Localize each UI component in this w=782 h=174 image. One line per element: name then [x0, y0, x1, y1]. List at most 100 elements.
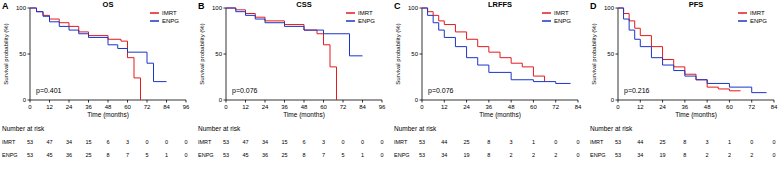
- y-tick-label: 100: [16, 5, 27, 11]
- risk-count: 0: [380, 139, 383, 145]
- risk-count: 47: [46, 139, 52, 145]
- x-tick-label: 60: [320, 104, 327, 110]
- x-tick-label: 0: [420, 104, 424, 110]
- risk-count: 34: [262, 139, 268, 145]
- p-value: p=0.216: [624, 87, 650, 95]
- title: OS: [103, 0, 114, 9]
- y-label: Survival probability (%): [591, 23, 597, 84]
- risk-title: Number at risk: [198, 125, 241, 132]
- risk-row-name: IMRT: [198, 139, 212, 145]
- x-tick-label: 0: [616, 104, 620, 110]
- x-tick-label: 24: [659, 104, 666, 110]
- x-tick-label: 24: [463, 104, 470, 110]
- risk-count: 19: [660, 152, 666, 158]
- y-label: Survival probability (%): [395, 23, 401, 84]
- x-tick-label: 12: [242, 104, 249, 110]
- legend-swatch: [738, 12, 747, 14]
- x-tick: [640, 100, 641, 103]
- x-tick: [284, 100, 285, 103]
- risk-count: 8: [487, 152, 490, 158]
- legend-label: IMRT: [750, 10, 765, 16]
- y-tick: [616, 54, 619, 55]
- x-tick-label: 0: [224, 104, 228, 110]
- x-tick: [751, 100, 752, 103]
- x-tick-label: 84: [359, 104, 366, 110]
- y-tick-label: 50: [411, 51, 418, 57]
- x-tick: [49, 100, 50, 103]
- risk-count: 3: [706, 139, 709, 145]
- legend-label: ENPG: [554, 18, 571, 24]
- x-label: Time (months): [283, 111, 325, 119]
- x-tick: [88, 100, 89, 103]
- legend-swatch: [542, 20, 551, 22]
- risk-count: 2: [750, 152, 753, 158]
- y-tick: [28, 54, 31, 55]
- x-tick: [343, 100, 344, 103]
- x-tick: [147, 100, 148, 103]
- legend-label: IMRT: [554, 10, 569, 16]
- panel: AOSSurvival probability (%)Time (months)…: [2, 0, 190, 158]
- survival-curve: [30, 8, 167, 82]
- x-tick-label: 36: [486, 104, 493, 110]
- x-tick-label: 24: [262, 104, 269, 110]
- x-tick-label: 48: [508, 104, 515, 110]
- legend-label: IMRT: [162, 10, 177, 16]
- x-tick: [511, 100, 512, 103]
- risk-count: 2: [706, 152, 709, 158]
- x-tick-label: 24: [66, 104, 73, 110]
- x-tick: [323, 100, 324, 103]
- x-tick-label: 12: [46, 104, 53, 110]
- risk-row-name: ENPG: [590, 152, 606, 158]
- y-tick-label: 50: [607, 51, 614, 57]
- x-tick: [108, 100, 109, 103]
- risk-count: 53: [419, 152, 425, 158]
- risk-count: 1: [532, 139, 535, 145]
- x-tick-label: 12: [637, 104, 644, 110]
- x-tick-label: 84: [575, 104, 582, 110]
- legend-swatch: [346, 20, 355, 22]
- x-tick: [774, 100, 775, 103]
- risk-count: 6: [302, 139, 305, 145]
- x-tick-label: 72: [552, 104, 559, 110]
- risk-count: 0: [576, 152, 579, 158]
- risk-count: 0: [341, 139, 344, 145]
- survival-curve: [422, 8, 571, 83]
- plot-area: [30, 8, 167, 100]
- x-tick: [707, 100, 708, 103]
- risk-count: 15: [281, 139, 287, 145]
- x-tick: [662, 100, 663, 103]
- risk-count: 2: [532, 152, 535, 158]
- x-tick-label: 96: [183, 104, 190, 110]
- x-tick: [166, 100, 167, 103]
- x-label: Time (months): [675, 111, 717, 119]
- legend-swatch: [738, 20, 747, 22]
- x-tick-label: 60: [530, 104, 537, 110]
- risk-count: 0: [750, 139, 753, 145]
- y-tick-label: 0: [219, 97, 223, 103]
- risk-count: 36: [262, 152, 268, 158]
- risk-count: 45: [242, 152, 248, 158]
- x-tick-label: 72: [748, 104, 755, 110]
- legend-swatch: [150, 20, 159, 22]
- y-tick-label: 100: [212, 5, 223, 11]
- y-tick-label: 0: [23, 97, 27, 103]
- x-tick: [422, 100, 423, 103]
- x-tick-label: 36: [281, 104, 288, 110]
- risk-count: 0: [184, 152, 187, 158]
- y-tick: [224, 54, 227, 55]
- risk-count: 53: [615, 152, 621, 158]
- risk-count: 3: [126, 139, 129, 145]
- x-tick: [304, 100, 305, 103]
- risk-count: 8: [487, 139, 490, 145]
- x-tick: [226, 100, 227, 103]
- risk-count: 2: [554, 152, 557, 158]
- p-value: p=0.076: [232, 87, 258, 95]
- legend-label: ENPG: [162, 18, 179, 24]
- risk-count: 15: [85, 139, 91, 145]
- x-tick-label: 84: [771, 104, 778, 110]
- y-tick-label: 50: [19, 51, 26, 57]
- y-tick: [224, 8, 227, 9]
- risk-count: 45: [46, 152, 52, 158]
- title: LRFFS: [488, 0, 512, 9]
- y-tick: [28, 8, 31, 9]
